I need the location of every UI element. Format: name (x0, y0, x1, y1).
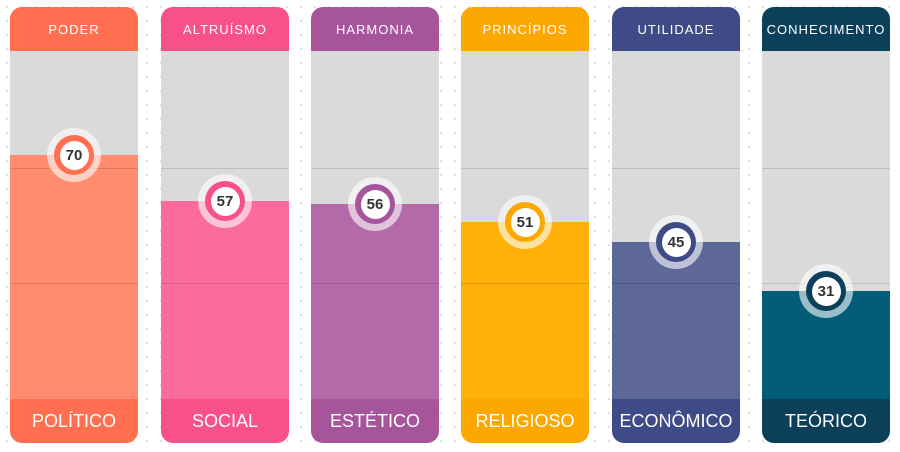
value-marker: 51 (498, 195, 552, 249)
gridline (161, 168, 289, 169)
bar-label: TEÓRICO (762, 399, 890, 443)
data-label: 45 (661, 227, 691, 257)
gridline (612, 283, 740, 284)
value-marker-ring: 56 (355, 184, 395, 224)
gridline (311, 283, 439, 284)
bar-column-body: HARMONIA ESTÉTICO (311, 7, 439, 443)
bar-label: POLÍTICO (10, 399, 138, 443)
data-label: 51 (510, 207, 540, 237)
bar (10, 155, 138, 399)
bar (311, 204, 439, 399)
value-marker-ring: 70 (54, 135, 94, 175)
bar-track (762, 51, 890, 399)
bar-column: CONHECIMENTO TEÓRICO 31 (762, 7, 890, 443)
bar-column: UTILIDADE ECONÔMICO 45 (612, 7, 740, 443)
bar-header: PRINCÍPIOS (461, 7, 589, 51)
bar-header: HARMONIA (311, 7, 439, 51)
bar-column-body: PODER POLÍTICO (10, 7, 138, 443)
data-label: 31 (811, 276, 841, 306)
gridline (461, 168, 589, 169)
value-marker: 56 (348, 177, 402, 231)
value-marker-ring: 31 (806, 271, 846, 311)
value-marker-ring: 57 (205, 181, 245, 221)
value-marker: 31 (799, 264, 853, 318)
bar-label: RELIGIOSO (461, 399, 589, 443)
bar-column-body: CONHECIMENTO TEÓRICO (762, 7, 890, 443)
bar-column: PODER POLÍTICO 70 (10, 7, 138, 443)
gridline (161, 283, 289, 284)
bar-header: PODER (10, 7, 138, 51)
gridline (311, 168, 439, 169)
value-marker-ring: 45 (656, 222, 696, 262)
bar-column: HARMONIA ESTÉTICO 56 (311, 7, 439, 443)
bar-column-body: PRINCÍPIOS RELIGIOSO (461, 7, 589, 443)
bar-track (10, 51, 138, 399)
gridline (612, 168, 740, 169)
bar-column: PRINCÍPIOS RELIGIOSO 51 (461, 7, 589, 443)
gridline (10, 283, 138, 284)
bar-label: ECONÔMICO (612, 399, 740, 443)
bar (161, 201, 289, 399)
data-label: 56 (360, 189, 390, 219)
bar-column: ALTRUÍSMO SOCIAL 57 (161, 7, 289, 443)
gridline (461, 283, 589, 284)
bar-column-body: ALTRUÍSMO SOCIAL (161, 7, 289, 443)
data-label: 57 (210, 186, 240, 216)
bar-header: ALTRUÍSMO (161, 7, 289, 51)
bar-header: CONHECIMENTO (762, 7, 890, 51)
value-marker: 70 (47, 128, 101, 182)
value-marker: 45 (649, 215, 703, 269)
value-marker: 57 (198, 174, 252, 228)
value-marker-ring: 51 (505, 202, 545, 242)
bar-track (461, 51, 589, 399)
bar-label: ESTÉTICO (311, 399, 439, 443)
bar-track (311, 51, 439, 399)
data-label: 70 (59, 140, 89, 170)
bar-header: UTILIDADE (612, 7, 740, 51)
bar (461, 222, 589, 399)
gridline (762, 168, 890, 169)
bar-label: SOCIAL (161, 399, 289, 443)
